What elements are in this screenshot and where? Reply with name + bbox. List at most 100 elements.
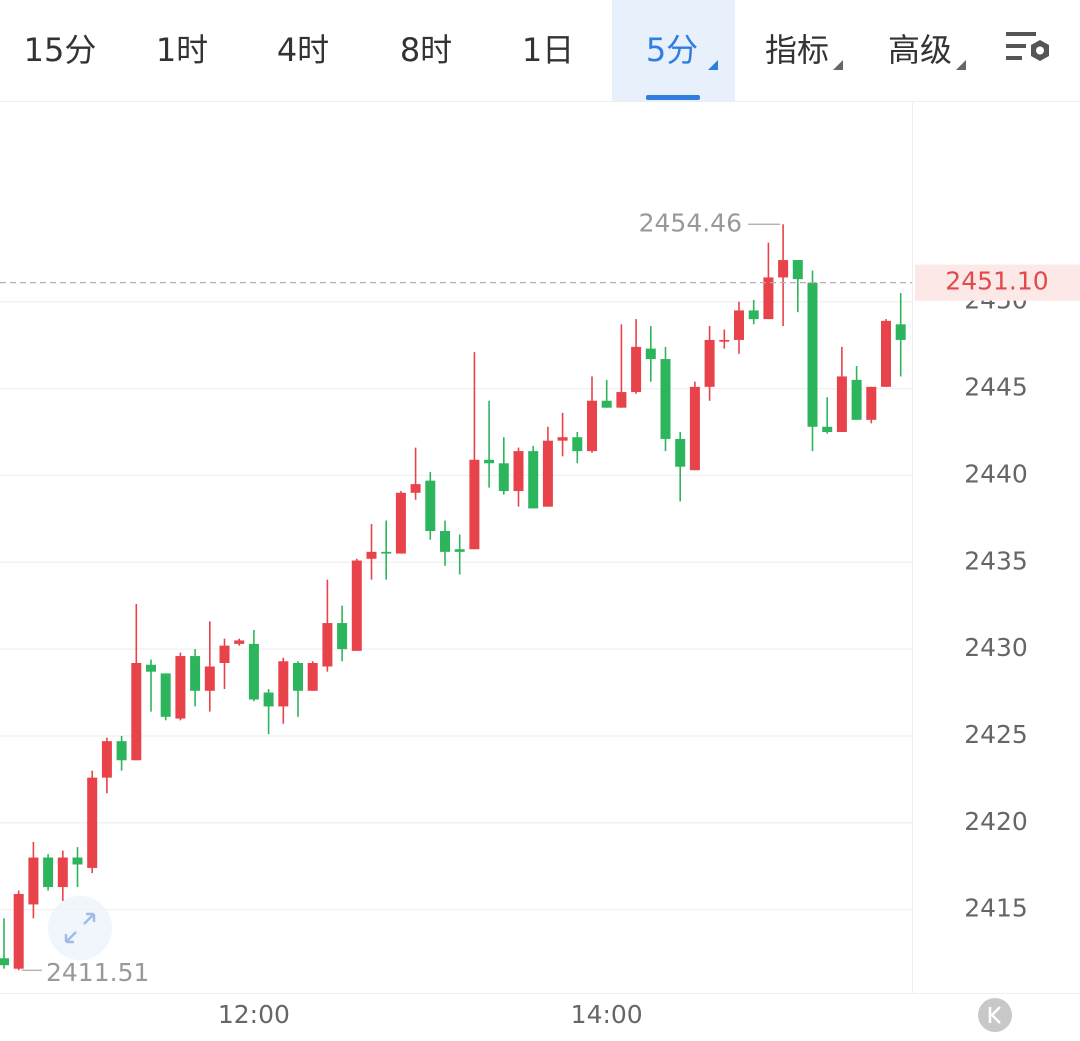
candle-body xyxy=(513,451,524,492)
candle-body xyxy=(248,643,259,700)
candle-body xyxy=(601,400,612,408)
candle-body xyxy=(836,376,847,432)
tab[interactable]: 4时 xyxy=(277,31,329,69)
candle-body xyxy=(337,623,348,650)
candle-body xyxy=(72,857,83,865)
dropdown-triangle xyxy=(708,60,718,70)
candle-body xyxy=(0,958,9,966)
candle-body xyxy=(631,346,642,393)
tab[interactable]: 15分 xyxy=(24,31,97,69)
candle-body xyxy=(425,480,436,531)
last-price-tag xyxy=(915,264,1080,301)
dropdown-triangle xyxy=(956,60,966,70)
tab[interactable]: 8时 xyxy=(400,31,452,69)
candle-body xyxy=(307,663,318,691)
candle-body xyxy=(234,640,245,644)
candle-body xyxy=(13,894,24,969)
candle-body xyxy=(116,741,127,761)
expand-button[interactable] xyxy=(48,896,112,960)
candle-body xyxy=(587,400,597,452)
expand-bg xyxy=(48,896,112,960)
toolbar-bg xyxy=(0,0,1080,101)
toolbar: 15分 1时 4时 8时 1日 5分 指标 高级 xyxy=(0,0,1080,102)
candle-body xyxy=(748,310,759,320)
candle-body xyxy=(645,348,656,360)
candle-body xyxy=(175,656,186,719)
reset-bg xyxy=(978,998,1012,1032)
candle-body xyxy=(322,623,333,667)
candle-body xyxy=(204,666,215,691)
y-tick-label: 2430 xyxy=(964,633,1028,662)
plot-area: 2415242024252430243524402445245012:0014:… xyxy=(0,102,1080,1032)
candle-body xyxy=(616,392,627,408)
candle-body xyxy=(822,426,833,432)
candle-body xyxy=(572,437,583,452)
candle-body xyxy=(160,673,171,717)
active-tab-underline xyxy=(646,95,700,100)
candle-body xyxy=(469,459,480,550)
y-tick-label: 2435 xyxy=(964,546,1028,575)
y-tick-label: 2415 xyxy=(964,894,1028,923)
candle-body xyxy=(219,645,230,663)
candle-body xyxy=(28,857,39,905)
dropdown-triangle xyxy=(833,60,843,70)
y-tick-label: 2445 xyxy=(964,373,1028,402)
candle-body xyxy=(43,857,54,888)
candle-body xyxy=(395,492,406,554)
candle-body xyxy=(778,260,789,278)
candle-body xyxy=(278,661,289,707)
y-tick-label: 2420 xyxy=(964,807,1028,836)
expand-icon xyxy=(64,912,96,944)
candle-body xyxy=(131,663,142,761)
candle-body xyxy=(101,741,112,778)
candle-body xyxy=(689,386,700,471)
x-tick-label: 14:00 xyxy=(571,1000,643,1029)
candle-body xyxy=(293,663,303,691)
tab[interactable]: 1时 xyxy=(156,31,208,69)
candle-body xyxy=(351,560,362,651)
candle-body xyxy=(763,277,774,320)
candle-body xyxy=(498,463,509,492)
settings-icon[interactable] xyxy=(1006,32,1049,61)
candle-body xyxy=(719,339,730,342)
candle-body xyxy=(381,551,392,554)
candle-body xyxy=(190,656,201,691)
tab[interactable]: 1日 xyxy=(522,31,574,69)
reset-icon xyxy=(988,1006,1001,1024)
min-label: 2411.51 xyxy=(46,958,149,987)
x-tick-label: 12:00 xyxy=(218,1000,290,1029)
candle-body xyxy=(263,692,274,707)
reset-button[interactable] xyxy=(978,998,1012,1032)
candle-body xyxy=(734,310,744,340)
candle-body xyxy=(895,324,906,340)
y-tick-label: 2440 xyxy=(964,459,1028,488)
candle-body xyxy=(675,438,686,467)
icon-bar xyxy=(1006,56,1022,60)
candle-body xyxy=(792,260,803,280)
candle-body xyxy=(881,320,891,387)
candle-body xyxy=(366,551,377,559)
icon-hole xyxy=(1036,46,1044,55)
candle-body xyxy=(146,664,156,672)
tab[interactable]: 5分 xyxy=(646,31,698,69)
last-price-label: 2451.10 xyxy=(945,267,1048,296)
active-tab-bg xyxy=(612,0,735,101)
candle-body xyxy=(851,379,862,420)
candle-body xyxy=(807,282,818,427)
candle-body xyxy=(484,459,495,464)
candle-body xyxy=(557,437,568,441)
icon-bar xyxy=(1006,32,1036,36)
tab[interactable]: 指标 xyxy=(765,31,829,69)
candle-body xyxy=(454,549,465,552)
candle-body xyxy=(87,777,98,868)
candle-body xyxy=(704,339,715,387)
y-tick-label: 2425 xyxy=(964,720,1028,749)
candle-body xyxy=(528,451,539,509)
candle-body xyxy=(410,484,421,493)
candle-body xyxy=(542,440,553,507)
icon-bar xyxy=(1006,44,1026,48)
candle-body xyxy=(866,386,877,420)
tab[interactable]: 高级 xyxy=(888,31,952,69)
candle-body xyxy=(57,857,68,888)
